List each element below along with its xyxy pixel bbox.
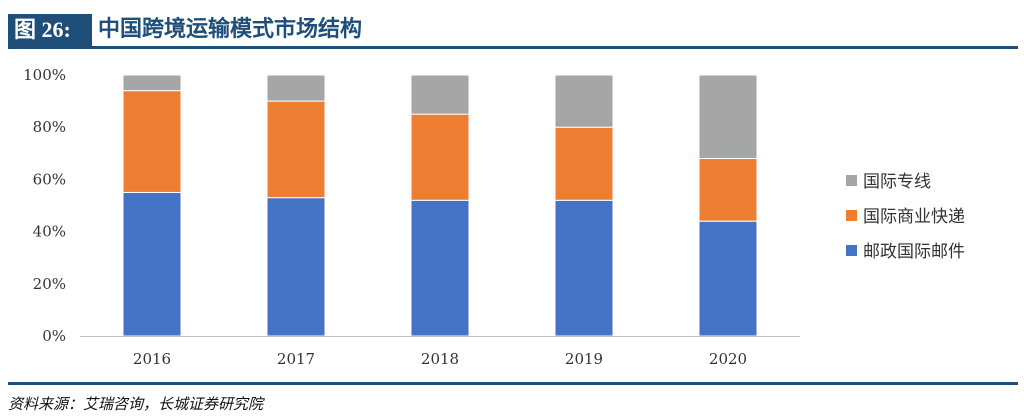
- bar-segment: [554, 74, 614, 128]
- legend-label: 国际专线: [863, 172, 931, 192]
- bar-segment: [410, 74, 470, 115]
- bar-segment: [266, 74, 326, 102]
- source-note: 资料来源：艾瑞咨询，长城证券研究院: [8, 395, 264, 413]
- x-tick-label: 2018: [421, 350, 459, 368]
- bar-segment: [410, 199, 470, 337]
- bar-segment: [698, 74, 758, 160]
- legend-label: 邮政国际邮件: [863, 242, 965, 262]
- bar-segment: [122, 74, 182, 92]
- legend-swatch: [846, 245, 857, 256]
- y-tick-label: 20%: [33, 275, 66, 293]
- bar-segment: [410, 113, 470, 201]
- bar-segment: [266, 100, 326, 199]
- figure-label: 图 26:: [8, 14, 92, 46]
- bar-segment: [122, 90, 182, 193]
- x-tick-label: 2016: [133, 350, 171, 368]
- bar-segment: [122, 191, 182, 337]
- chart-title: 中国跨境运输模式市场结构: [98, 17, 363, 42]
- y-tick-label: 0%: [42, 327, 66, 345]
- bar-segment: [698, 220, 758, 337]
- x-tick-label: 2020: [709, 350, 747, 368]
- y-tick-label: 40%: [33, 223, 66, 241]
- bar-segment: [554, 126, 614, 201]
- bar-segment: [554, 199, 614, 337]
- y-tick-label: 100%: [23, 66, 66, 84]
- bottom-divider: [8, 382, 1018, 385]
- figure-header: 图 26: 中国跨境运输模式市场结构: [8, 14, 362, 46]
- legend-swatch: [846, 210, 857, 221]
- bar-segment: [266, 197, 326, 337]
- x-tick-label: 2019: [565, 350, 603, 368]
- y-tick-label: 80%: [33, 118, 66, 136]
- top-divider: [8, 46, 1018, 49]
- legend-swatch: [846, 175, 857, 186]
- bar-segment: [698, 158, 758, 222]
- legend-label: 国际商业快递: [863, 207, 965, 227]
- y-tick-label: 60%: [33, 170, 66, 188]
- x-tick-label: 2017: [277, 350, 315, 368]
